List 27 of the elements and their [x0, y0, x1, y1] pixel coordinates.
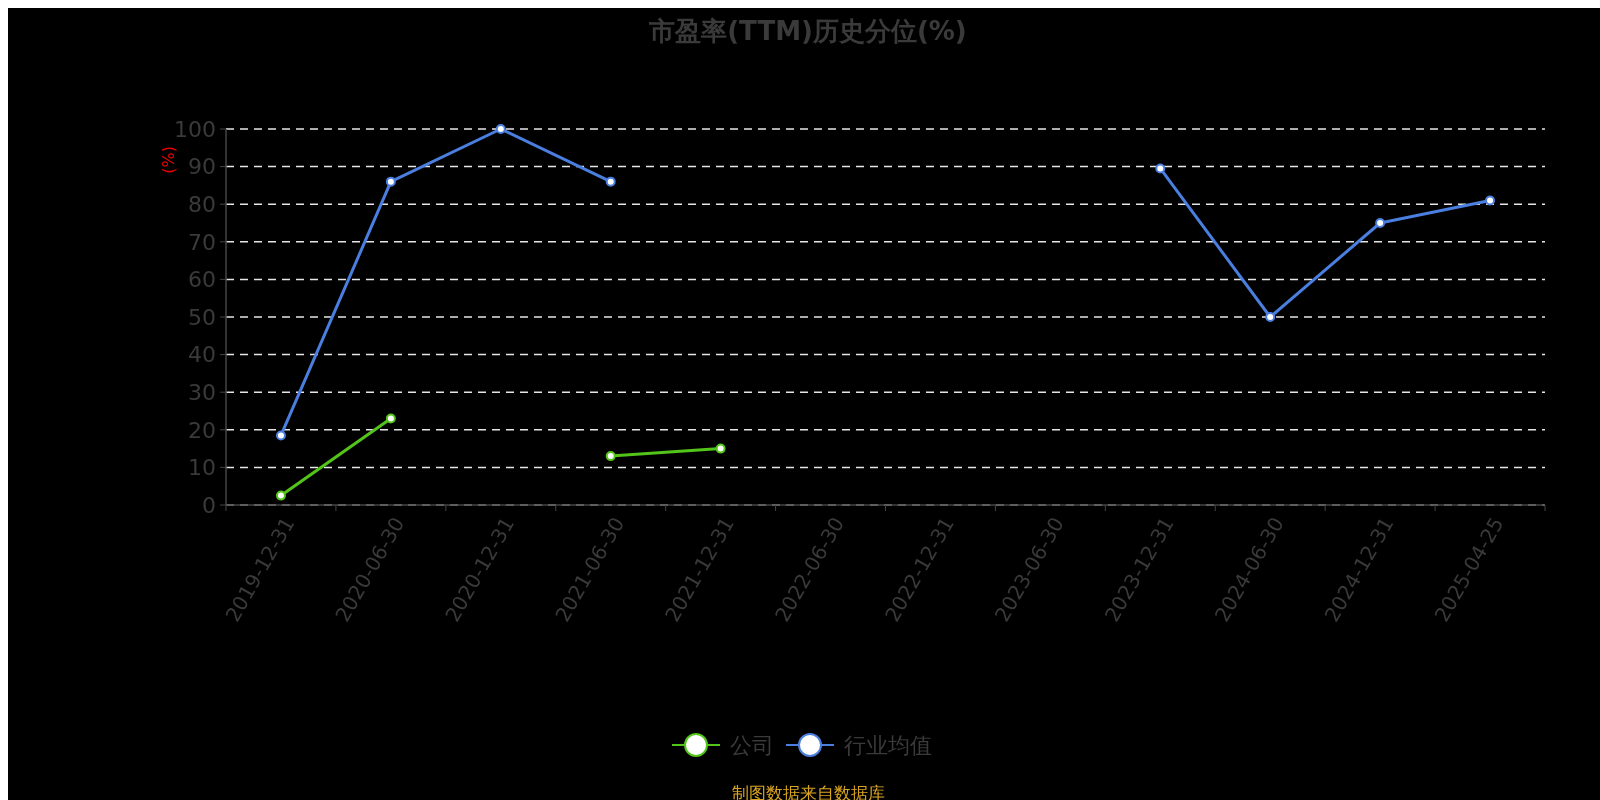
point — [605, 176, 616, 187]
y-tick-label: 20 — [188, 417, 216, 443]
y-tick-label: 50 — [188, 304, 216, 330]
y-tick-label: 80 — [188, 191, 216, 217]
point — [1265, 312, 1276, 322]
point — [385, 413, 396, 424]
legend-label: 行业均值 — [844, 732, 932, 758]
point — [1375, 218, 1386, 228]
point — [1155, 163, 1166, 174]
point — [715, 443, 726, 454]
legend-label: 公司 — [730, 732, 774, 758]
y-tick-label: 60 — [188, 267, 216, 293]
point — [275, 430, 286, 441]
y-tick-label: 70 — [188, 229, 216, 255]
chart-title: 市盈率(TTM)历史分位(%) — [648, 16, 967, 46]
point — [1485, 195, 1496, 206]
y-tick-label: 30 — [188, 379, 216, 405]
point — [605, 451, 616, 462]
y-tick-label: 100 — [174, 116, 216, 142]
y-tick-label: 10 — [188, 455, 216, 481]
point — [275, 490, 286, 501]
point — [495, 124, 506, 134]
y-tick-label: 0 — [202, 492, 216, 518]
y-tick-label: 40 — [188, 342, 216, 368]
y-tick-label: 90 — [188, 154, 216, 180]
point — [385, 176, 396, 187]
y-axis-title: (%) — [158, 145, 178, 174]
